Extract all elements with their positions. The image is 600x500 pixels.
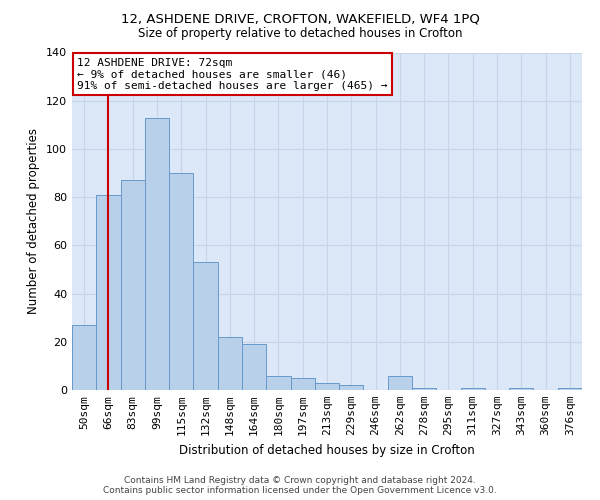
Bar <box>169 173 193 390</box>
Bar <box>266 376 290 390</box>
Bar <box>145 118 169 390</box>
Text: Contains HM Land Registry data © Crown copyright and database right 2024.
Contai: Contains HM Land Registry data © Crown c… <box>103 476 497 495</box>
Bar <box>96 194 121 390</box>
Bar <box>315 383 339 390</box>
Text: Size of property relative to detached houses in Crofton: Size of property relative to detached ho… <box>138 28 462 40</box>
Bar <box>461 388 485 390</box>
Y-axis label: Number of detached properties: Number of detached properties <box>28 128 40 314</box>
Bar <box>412 388 436 390</box>
Bar <box>509 388 533 390</box>
Bar <box>558 388 582 390</box>
Bar <box>193 262 218 390</box>
Bar <box>218 337 242 390</box>
Bar <box>242 344 266 390</box>
Bar <box>388 376 412 390</box>
Text: 12 ASHDENE DRIVE: 72sqm
← 9% of detached houses are smaller (46)
91% of semi-det: 12 ASHDENE DRIVE: 72sqm ← 9% of detached… <box>77 58 388 91</box>
Bar <box>121 180 145 390</box>
Bar <box>339 385 364 390</box>
X-axis label: Distribution of detached houses by size in Crofton: Distribution of detached houses by size … <box>179 444 475 456</box>
Bar <box>72 325 96 390</box>
Bar <box>290 378 315 390</box>
Text: 12, ASHDENE DRIVE, CROFTON, WAKEFIELD, WF4 1PQ: 12, ASHDENE DRIVE, CROFTON, WAKEFIELD, W… <box>121 12 479 26</box>
